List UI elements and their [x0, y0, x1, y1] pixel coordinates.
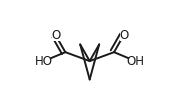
Text: O: O: [51, 29, 60, 42]
FancyBboxPatch shape: [120, 30, 127, 41]
Text: OH: OH: [126, 55, 144, 68]
FancyBboxPatch shape: [130, 56, 141, 66]
FancyBboxPatch shape: [38, 56, 50, 66]
Text: HO: HO: [35, 55, 53, 68]
FancyBboxPatch shape: [52, 30, 60, 41]
Text: O: O: [119, 29, 128, 42]
